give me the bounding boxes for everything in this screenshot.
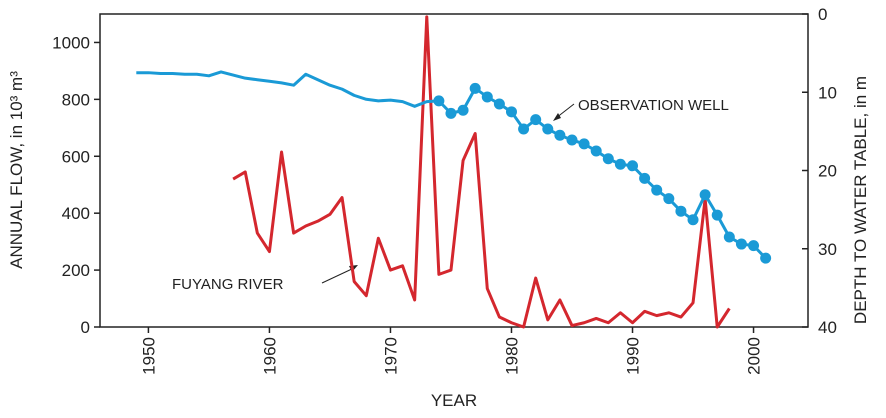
data-point [663, 193, 675, 205]
y2-tick-label: 40 [818, 318, 837, 337]
x-tick-label: 2000 [745, 337, 764, 375]
arrow-head [553, 113, 561, 121]
x-tick-label: 1970 [381, 337, 400, 375]
data-point [711, 209, 723, 221]
y-axis-title: ANNUAL FLOW, in 10³ m³ [7, 71, 26, 269]
data-point [735, 238, 747, 250]
x-tick-label: 1980 [502, 337, 521, 375]
data-point [554, 129, 566, 141]
data-line [232, 15, 731, 329]
y2-tick-label: 10 [818, 83, 837, 102]
y-tick-label: 600 [62, 147, 90, 166]
data-point [530, 114, 542, 126]
data-point [566, 134, 578, 146]
data-point [639, 172, 651, 184]
y-tick-label: 200 [62, 261, 90, 280]
y2-tick-label: 20 [818, 162, 837, 181]
data-point [699, 189, 711, 201]
y2-tick-label: 0 [818, 5, 827, 24]
x-axis-title: YEAR [431, 391, 477, 410]
x-tick-label: 1960 [260, 337, 279, 375]
annotation: FUYANG RIVER [172, 276, 284, 293]
y-tick-label: 0 [81, 318, 90, 337]
data-point [590, 145, 602, 157]
data-point [469, 82, 481, 94]
data-point [723, 231, 735, 243]
data-point [518, 123, 530, 135]
annotation: OBSERVATION WELL [578, 97, 729, 114]
data-point [578, 138, 590, 150]
data-point [602, 153, 614, 165]
y-tick-label: 400 [62, 204, 90, 223]
data-point [687, 214, 699, 226]
x-tick-label: 1950 [139, 337, 158, 375]
data-point [614, 158, 626, 170]
y-tick-label: 1000 [52, 33, 90, 52]
data-point [675, 205, 687, 217]
data-point [542, 123, 554, 135]
data-point [748, 240, 760, 252]
data-point [445, 107, 457, 119]
y2-tick-label: 30 [818, 240, 837, 259]
data-point [481, 91, 493, 103]
data-point [627, 160, 639, 172]
x-tick-label: 1990 [624, 337, 643, 375]
data-point [760, 252, 772, 264]
y2-axis-title: DEPTH TO WATER TABLE, in m [851, 76, 870, 324]
data-point [651, 184, 663, 196]
data-point [433, 95, 445, 107]
y-tick-label: 800 [62, 90, 90, 109]
data-point [505, 106, 517, 118]
data-point [457, 104, 469, 116]
annotation-arrow [321, 267, 355, 284]
data-point [493, 98, 505, 110]
